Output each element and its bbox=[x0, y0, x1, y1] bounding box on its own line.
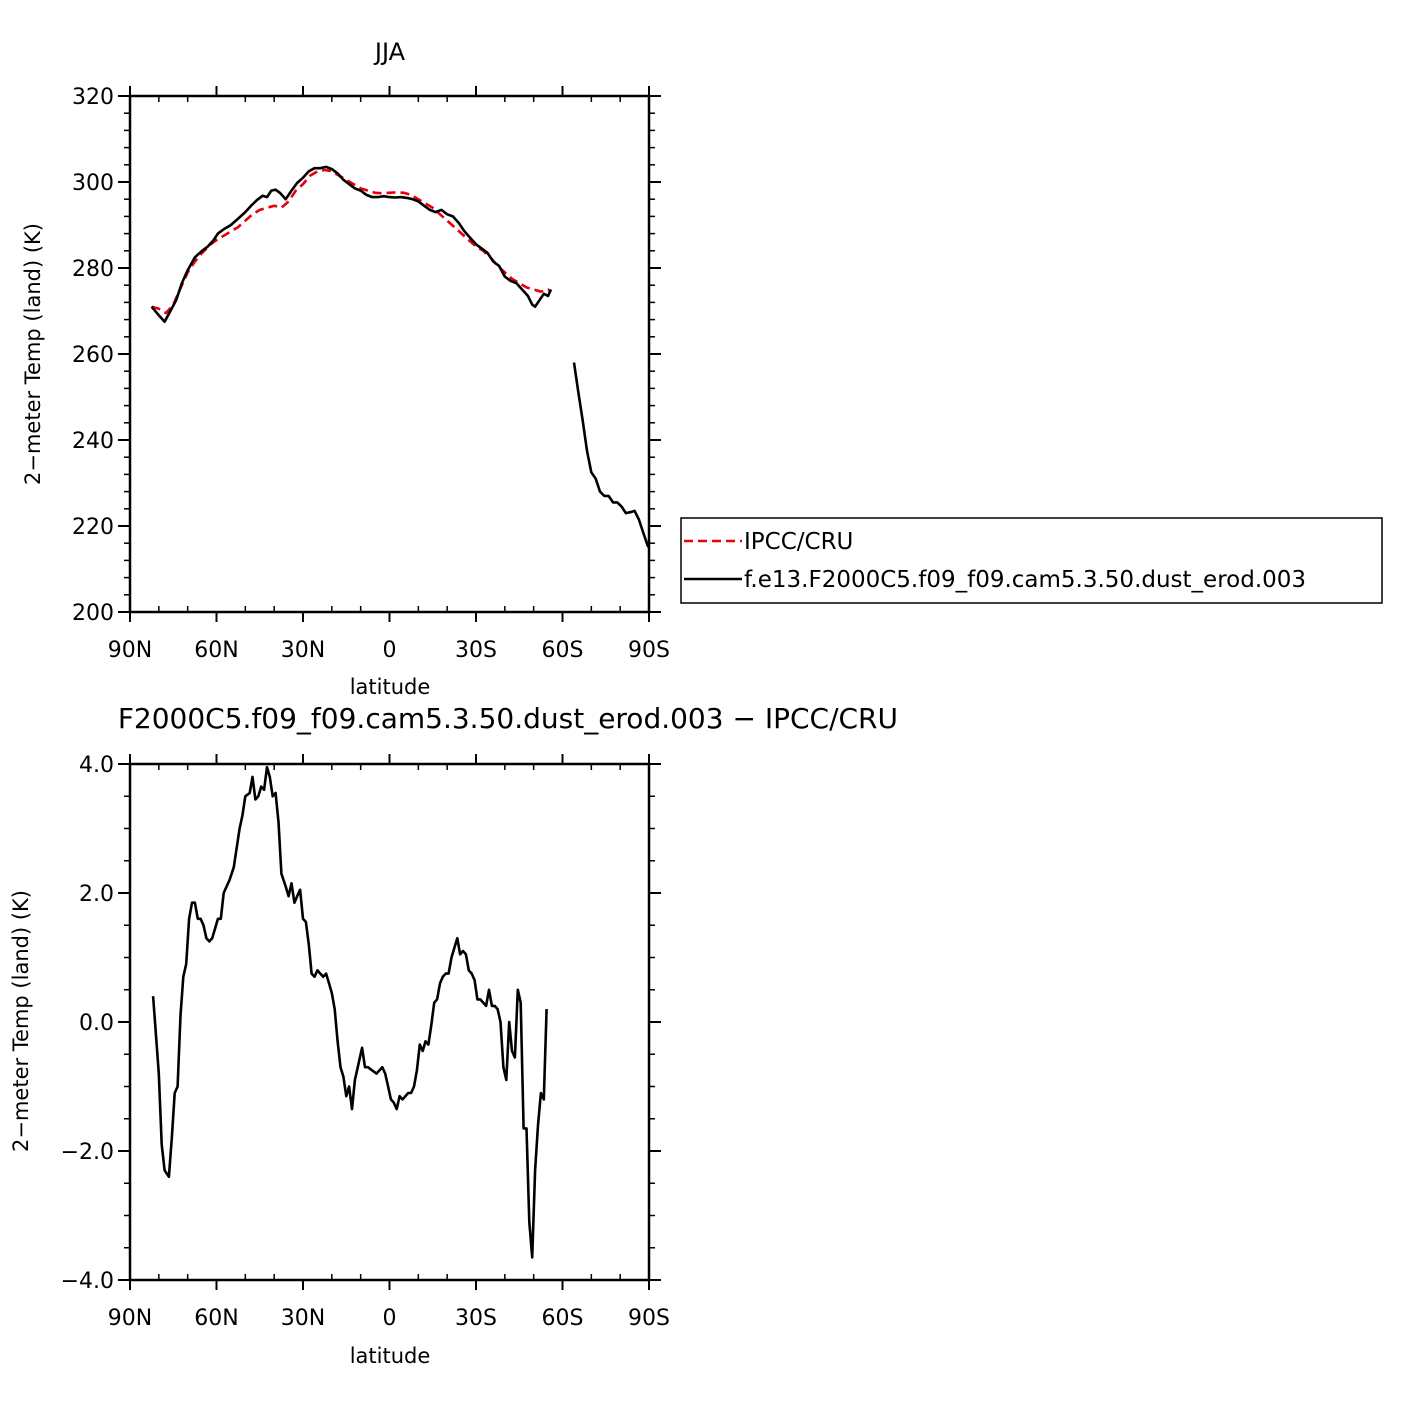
top-panel: JJA 90N 60N 30N 0 30S 60S 90S 200 220 240 260 280 30… bbox=[21, 38, 670, 699]
bottom-series-line-0 bbox=[151, 765, 548, 1259]
top-plot-frame bbox=[128, 94, 651, 614]
bottom-x-tick-label: 30S bbox=[455, 1306, 497, 1331]
bottom-y-tick-label: −4.0 bbox=[61, 1269, 114, 1294]
top-y-tick-label: 280 bbox=[72, 257, 114, 282]
bottom-y-tick-label: 2.0 bbox=[79, 882, 114, 907]
legend-label-ipcc-cru: IPCC/CRU bbox=[744, 529, 853, 555]
legend: IPCC/CRU f.e13.F2000C5.f09_f09.cam5.3.50… bbox=[680, 517, 1383, 604]
bottom-x-tick-label: 30N bbox=[281, 1306, 325, 1331]
top-x-tick-label: 90S bbox=[628, 638, 670, 663]
bottom-plot-frame bbox=[128, 762, 651, 1282]
bottom-y-axis-label: 2−meter Temp (land) (K) bbox=[9, 890, 33, 1152]
top-y-tick-label: 260 bbox=[72, 343, 114, 368]
top-y-tick-label: 300 bbox=[72, 171, 114, 196]
bottom-x-tick-label: 0 bbox=[383, 1306, 397, 1331]
bottom-y-tick-label: 0.0 bbox=[79, 1011, 114, 1036]
top-x-tick-label: 60S bbox=[542, 638, 584, 663]
top-axis-ticks: 90N 60N 30N 0 30S 60S 90S 200 220 240 260 280 300 320 bbox=[72, 85, 670, 663]
bottom-y-tick-label: −2.0 bbox=[61, 1140, 114, 1165]
bottom-x-tick-label: 90S bbox=[628, 1306, 670, 1331]
top-x-tick-label: 90N bbox=[108, 638, 152, 663]
top-y-tick-label: 320 bbox=[72, 85, 114, 110]
top-x-tick-label: 60N bbox=[194, 638, 238, 663]
bottom-x-tick-label: 60N bbox=[194, 1306, 238, 1331]
top-y-tick-label: 220 bbox=[72, 515, 114, 540]
bottom-panel: F2000C5.f09_f09.cam5.3.50.dust_erod.003 … bbox=[9, 702, 898, 1368]
bottom-chart-title: F2000C5.f09_f09.cam5.3.50.dust_erod.003 … bbox=[118, 702, 898, 735]
bottom-x-tick-label: 90N bbox=[108, 1306, 152, 1331]
top-x-tick-label: 0 bbox=[383, 638, 397, 663]
bottom-x-tick-label: 60S bbox=[542, 1306, 584, 1331]
bottom-y-tick-label: 4.0 bbox=[79, 753, 114, 778]
legend-box bbox=[680, 517, 1383, 604]
top-series-line-1 bbox=[150, 165, 651, 549]
top-x-tick-label: 30N bbox=[281, 638, 325, 663]
top-series-line-0 bbox=[151, 168, 552, 315]
top-chart-title: JJA bbox=[373, 38, 406, 66]
top-y-tick-label: 200 bbox=[72, 601, 114, 626]
top-series-lines bbox=[150, 165, 651, 549]
legend-label-model: f.e13.F2000C5.f09_f09.cam5.3.50.dust_ero… bbox=[744, 567, 1306, 593]
top-x-axis-label: latitude bbox=[350, 675, 431, 699]
bottom-series-lines bbox=[151, 765, 548, 1259]
top-y-axis-label: 2−meter Temp (land) (K) bbox=[21, 223, 45, 485]
bottom-x-axis-label: latitude bbox=[350, 1344, 431, 1368]
bottom-axis-ticks: 90N 60N 30N 0 30S 60S 90S −4.0 −2.0 0.0 2.0 4.0 bbox=[61, 753, 670, 1331]
top-y-tick-label: 240 bbox=[72, 429, 114, 454]
top-x-tick-label: 30S bbox=[455, 638, 497, 663]
